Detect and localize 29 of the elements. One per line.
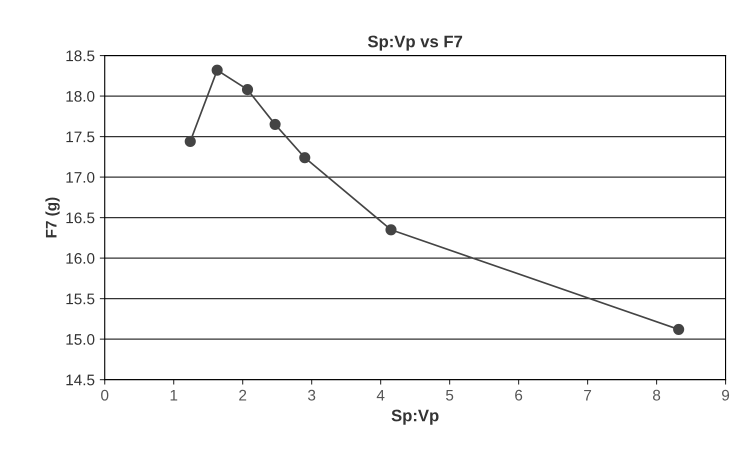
x-tick-label: 9 — [722, 390, 730, 401]
y-tick-label: 18.0 — [66, 90, 94, 102]
y-tick-label: 15.0 — [66, 334, 94, 345]
point — [673, 324, 684, 335]
point — [184, 136, 196, 147]
y-tick-label: 14.5 — [66, 374, 94, 386]
x-tick-label: 5 — [446, 390, 454, 401]
x-tick-label: 8 — [652, 390, 660, 401]
point — [212, 64, 223, 76]
point — [385, 224, 397, 236]
x-axis-title: Sp:Vp — [392, 410, 439, 425]
x-tick-label: 4 — [376, 390, 384, 400]
x-tick-label: 2 — [239, 390, 246, 400]
y-axis-title: F7 (g) — [45, 198, 60, 238]
y-tick-label: 15.5 — [66, 294, 94, 304]
point — [270, 118, 281, 130]
y-tick-label: 18.5 — [66, 50, 94, 62]
y-tick-label: 16.0 — [66, 252, 94, 264]
point — [242, 84, 254, 96]
chart-title: Sp:Vp vs F7 — [368, 36, 462, 51]
x-tick-label: 6 — [515, 390, 522, 401]
point — [299, 152, 310, 164]
x-tick-label: 3 — [308, 390, 316, 401]
y-tick-label: 17.0 — [66, 172, 94, 183]
x-tick-label: 1 — [170, 390, 178, 400]
y-tick-label: 16.5 — [66, 212, 94, 224]
x-tick-label: 7 — [584, 390, 592, 400]
x-tick-label: 0 — [101, 390, 108, 401]
y-tick-label: 17.5 — [66, 132, 94, 142]
